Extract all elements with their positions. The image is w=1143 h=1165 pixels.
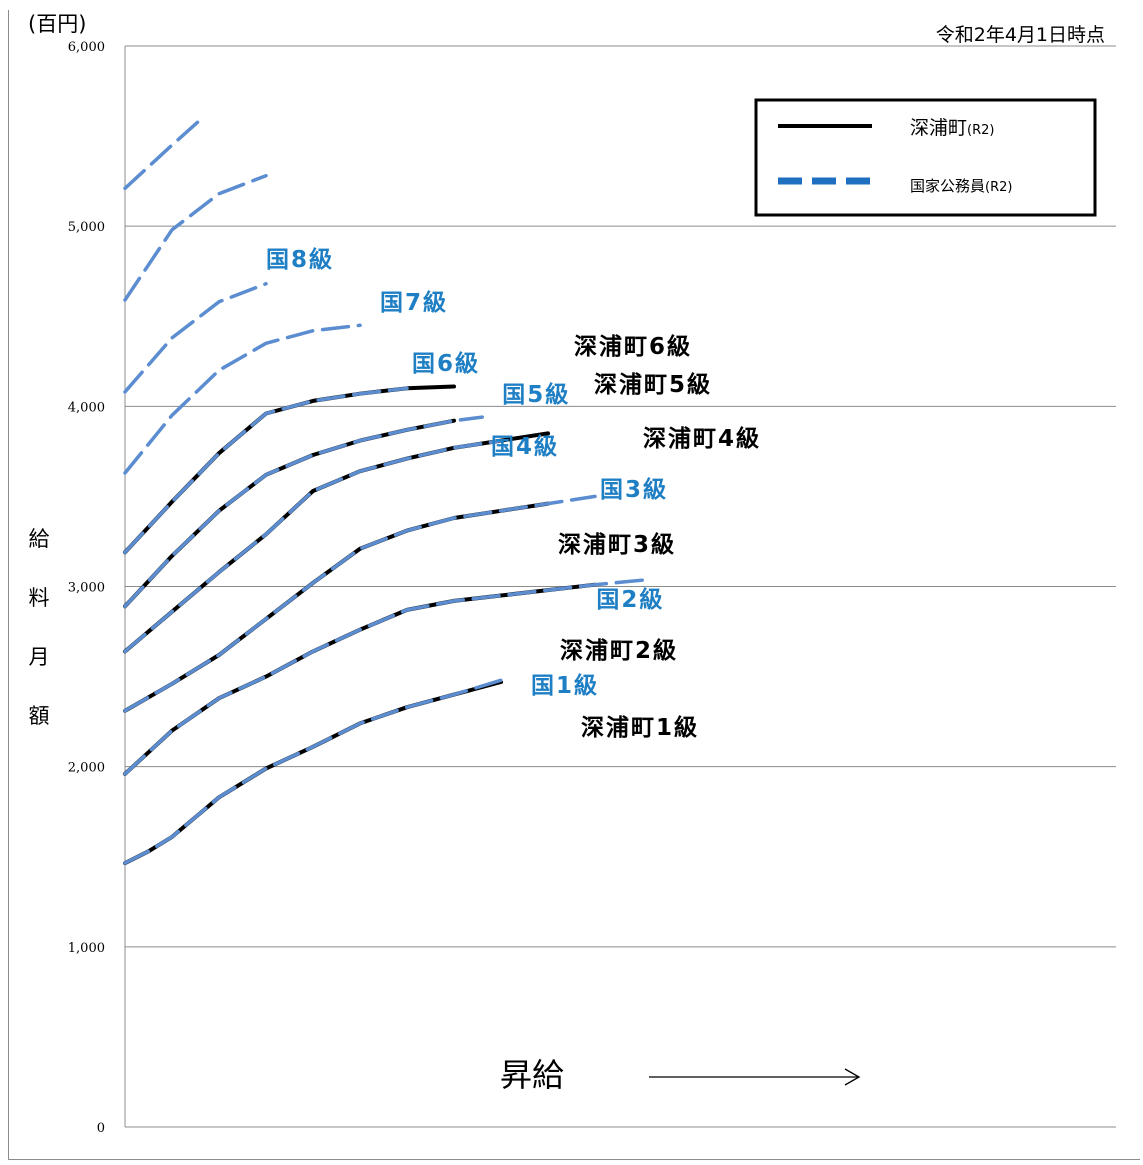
series-label-national: 国4級: [491, 433, 560, 460]
series-line-town: [123, 680, 503, 866]
series-label-town: 深浦町1級: [581, 714, 700, 741]
series-line-national: [123, 494, 597, 713]
y-tick-label: 1,000: [68, 941, 105, 956]
y-tick-label: 2,000: [68, 761, 105, 776]
legend: 深浦町(R2) 国家公務員(R2): [754, 98, 1097, 217]
series-layer: [123, 118, 654, 866]
series-label-national: 国8級: [266, 246, 335, 273]
series-label-national: 国3級: [600, 477, 669, 504]
y-tick-label: 0: [97, 1121, 105, 1136]
series-line-town: [123, 501, 550, 713]
series-line-national: [123, 173, 268, 302]
series-line-town: [123, 582, 597, 776]
series-label-town: 深浦町2級: [560, 637, 679, 664]
series-label-national: 国1級: [531, 673, 600, 700]
series-label-national: 国5級: [502, 382, 571, 409]
y-tick-label: 4,000: [68, 400, 105, 415]
as-of-date: 令和2年4月1日時点: [935, 24, 1105, 46]
series-label-town: 深浦町4級: [643, 426, 762, 453]
series-line-national: [123, 577, 654, 776]
unit-label: (百円): [28, 12, 87, 36]
y-tick-label: 3,000: [68, 581, 105, 596]
series-label-national: 国7級: [380, 290, 449, 317]
series-line-national: [123, 282, 268, 394]
x-axis-label: 昇給: [500, 1050, 869, 1096]
series-line-national: [123, 415, 484, 609]
series-label-town: 深浦町5級: [594, 371, 713, 398]
arrow-right-icon: [649, 1068, 861, 1086]
x-axis-label-text: 昇給: [500, 1056, 565, 1094]
series-line-national: [123, 678, 503, 865]
series-line-national: [123, 438, 503, 654]
series-label-national: 国2級: [596, 587, 665, 614]
series-line-national: [123, 386, 409, 555]
chart-frame: [8, 10, 1140, 1160]
series-line-national: [123, 118, 202, 191]
legend-box: [754, 98, 1097, 217]
series-label-national: 国6級: [412, 351, 481, 378]
series-line-national: [123, 323, 362, 475]
series-label-town: 深浦町3級: [558, 531, 677, 558]
legend-label-town: 深浦町(R2): [910, 117, 994, 139]
series-label-town: 深浦町6級: [574, 333, 693, 360]
legend-label-national: 国家公務員(R2): [910, 177, 1012, 195]
y-tick-label: 6,000: [68, 40, 105, 55]
y-axis-label: 給 料 月 額: [28, 527, 50, 728]
y-tick-label: 5,000: [68, 220, 105, 235]
